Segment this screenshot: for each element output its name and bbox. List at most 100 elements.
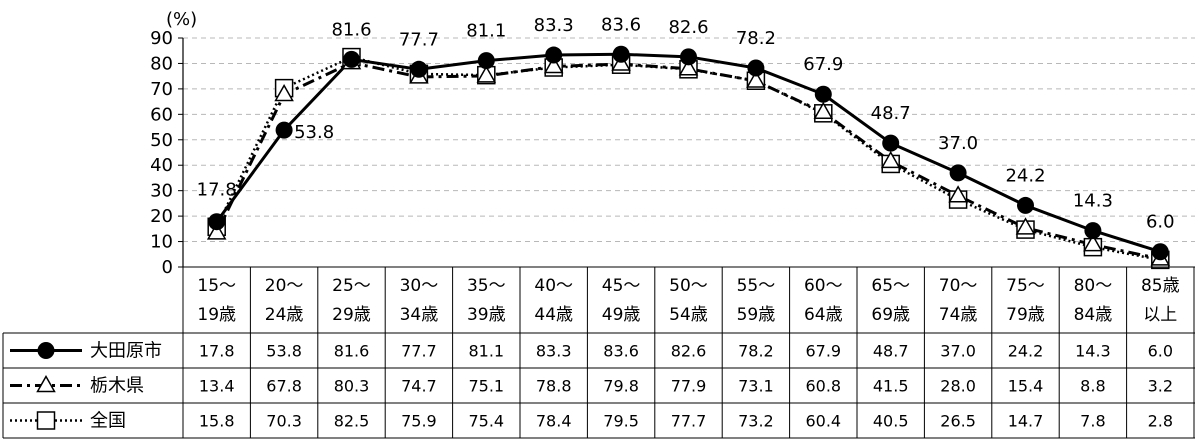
category-label: 30～ bbox=[400, 276, 439, 296]
table-cell: 78.2 bbox=[738, 342, 774, 361]
y-axis: 0 10 20 30 40 50 60 70 80 90 bbox=[150, 28, 184, 278]
table-cell: 82.5 bbox=[334, 412, 370, 431]
data-table: 15～ 19歳 20～ 24歳 25～ 29歳 30～ 34歳 35～ 39歳 40～ 44歳 45～ 4… bbox=[2, 266, 1195, 439]
data-labels: 17.8 53.8 81.6 77.7 81.1 83.3 83.6 82.6 78.2 67.9… bbox=[197, 14, 1175, 232]
category-label: 70～ bbox=[939, 276, 978, 296]
series-markers bbox=[206, 45, 1171, 270]
data-label: 81.6 bbox=[331, 19, 371, 40]
category-label: 49歳 bbox=[602, 305, 641, 325]
category-label: 80～ bbox=[1074, 276, 1113, 296]
table-cell: 75.1 bbox=[468, 377, 504, 396]
category-label: 24歳 bbox=[265, 305, 304, 325]
table-cell: 60.4 bbox=[805, 412, 841, 431]
table-cell: 77.7 bbox=[671, 412, 707, 431]
table-cell: 17.8 bbox=[199, 342, 235, 361]
data-label: 83.6 bbox=[601, 14, 641, 35]
table-cell: 81.6 bbox=[334, 342, 370, 361]
data-point-circle bbox=[949, 164, 967, 182]
data-label: 6.0 bbox=[1146, 212, 1175, 233]
data-label: 53.8 bbox=[294, 122, 334, 143]
table-cell: 80.3 bbox=[334, 377, 370, 396]
table-cell: 14.3 bbox=[1075, 342, 1111, 361]
table-cell: 82.6 bbox=[671, 342, 707, 361]
table-cell: 28.0 bbox=[940, 377, 976, 396]
table-cell: 79.5 bbox=[603, 412, 639, 431]
legend-marker-triangle bbox=[36, 374, 56, 393]
y-tick-label: 30 bbox=[150, 181, 173, 202]
category-label: 45～ bbox=[602, 276, 641, 296]
table-cell: 40.5 bbox=[873, 412, 909, 431]
data-point-triangle bbox=[206, 222, 227, 240]
category-label: 69歳 bbox=[871, 305, 910, 325]
category-label: 39歳 bbox=[467, 305, 506, 325]
data-label: 82.6 bbox=[668, 17, 708, 38]
category-label: 25～ bbox=[332, 276, 371, 296]
data-point-circle bbox=[275, 121, 293, 139]
category-label: 50～ bbox=[669, 276, 708, 296]
category-label: 以上 bbox=[1143, 305, 1177, 325]
data-label: 48.7 bbox=[871, 103, 911, 124]
category-label: 15～ bbox=[197, 276, 236, 296]
data-point-triangle bbox=[813, 101, 834, 120]
category-label: 29歳 bbox=[332, 305, 371, 325]
data-point-circle bbox=[1084, 222, 1102, 240]
table-cell: 53.8 bbox=[266, 342, 302, 361]
category-label: 20～ bbox=[265, 276, 304, 296]
table-cell: 24.2 bbox=[1008, 342, 1044, 361]
category-label: 79歳 bbox=[1006, 305, 1045, 325]
table-cell: 79.8 bbox=[603, 377, 639, 396]
category-label: 34歳 bbox=[400, 305, 439, 325]
table-cell: 41.5 bbox=[873, 377, 909, 396]
legend-marker-circle bbox=[37, 342, 55, 359]
y-tick-label: 20 bbox=[150, 206, 173, 227]
table-cell: 77.9 bbox=[671, 377, 707, 396]
data-point-circle bbox=[545, 46, 563, 64]
table-cell: 60.8 bbox=[805, 377, 841, 396]
table-cell: 75.9 bbox=[401, 412, 437, 431]
data-point-circle bbox=[814, 85, 832, 103]
table-cell: 73.1 bbox=[738, 377, 774, 396]
data-label: 14.3 bbox=[1073, 191, 1113, 212]
data-point-triangle bbox=[274, 83, 294, 102]
table-cell: 74.7 bbox=[401, 377, 437, 396]
data-label: 17.8 bbox=[197, 180, 237, 201]
data-point-triangle bbox=[1015, 217, 1036, 235]
category-label: 84歳 bbox=[1074, 305, 1113, 325]
table-cell: 83.6 bbox=[603, 342, 639, 361]
data-point-circle bbox=[680, 48, 697, 66]
category-label: 75～ bbox=[1006, 276, 1045, 296]
data-point-triangle bbox=[476, 65, 497, 83]
table-cell: 7.8 bbox=[1080, 412, 1105, 431]
data-point-circle bbox=[410, 60, 428, 78]
table-cell: 83.3 bbox=[536, 342, 572, 361]
y-tick-label: 50 bbox=[150, 130, 173, 151]
category-label: 74歳 bbox=[939, 305, 978, 325]
table-cell: 2.8 bbox=[1148, 412, 1173, 431]
table-cell: 78.8 bbox=[536, 377, 572, 396]
table-cell: 14.7 bbox=[1008, 412, 1044, 431]
y-tick-label: 10 bbox=[150, 232, 173, 253]
y-tick-label: 90 bbox=[150, 28, 173, 49]
data-label: 77.7 bbox=[399, 29, 439, 50]
data-point-circle bbox=[747, 59, 765, 77]
y-tick-label: 80 bbox=[150, 53, 173, 74]
data-label: 78.2 bbox=[736, 28, 776, 49]
table-cell: 6.0 bbox=[1148, 342, 1173, 361]
table-cell: 67.8 bbox=[266, 377, 302, 396]
data-point-triangle bbox=[678, 58, 699, 76]
data-point-triangle bbox=[746, 70, 766, 88]
y-tick-label: 0 bbox=[162, 257, 173, 278]
table-cell: 15.4 bbox=[1008, 377, 1044, 396]
data-point-triangle bbox=[880, 150, 901, 169]
y-tick-label: 70 bbox=[150, 79, 173, 100]
table-cell: 67.9 bbox=[805, 342, 841, 361]
data-point-circle bbox=[882, 134, 900, 152]
category-label: 65～ bbox=[871, 276, 910, 296]
data-point-circle bbox=[612, 45, 630, 63]
table-cell: 48.7 bbox=[873, 342, 909, 361]
table-cell: 81.1 bbox=[468, 342, 504, 361]
table-cell: 77.7 bbox=[401, 342, 437, 361]
data-point-circle bbox=[1151, 243, 1169, 261]
category-label: 35～ bbox=[467, 276, 506, 296]
data-point-circle bbox=[477, 52, 495, 70]
